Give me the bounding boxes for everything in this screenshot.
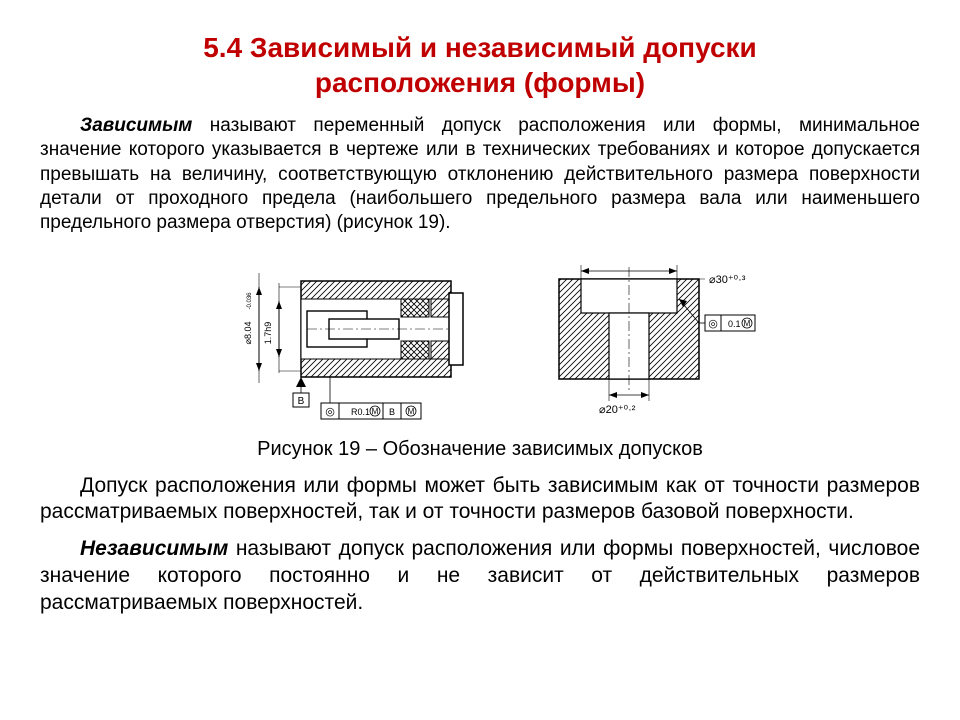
svg-text:М: М (372, 407, 379, 416)
drawing-right: ⌀30⁺⁰·³ ⌀20⁺⁰·² ◎ 0.1 М (539, 253, 759, 423)
figure-caption: Рисунок 19 – Обозначение зависимых допус… (40, 438, 920, 461)
dim-left-1-tol: -0.036 (247, 291, 253, 309)
para2-text: Допуск расположения или формы может быть… (40, 474, 920, 524)
svg-text:М: М (408, 407, 415, 416)
svg-text:М: М (744, 319, 751, 328)
title-line-1: 5.4 Зависимый и независимый допуски (203, 32, 757, 63)
drawing-left: ⌀8.04 -0.036 1.7h9 В (201, 253, 501, 423)
fcf-left: ◎ R0.1 М В М (321, 403, 421, 419)
dim-right-top: ⌀30⁺⁰·³ (709, 274, 746, 286)
svg-text:◎: ◎ (708, 318, 718, 330)
fcf-right: ◎ 0.1 М (705, 315, 755, 331)
dim-left-2: 1.7h9 (263, 321, 273, 344)
section-title: 5.4 Зависимый и независимый допуски расп… (40, 30, 920, 100)
paragraph-1: Зависимым называют переменный допуск рас… (40, 114, 920, 236)
paragraph-2: Допуск расположения или формы может быть… (40, 473, 920, 527)
svg-text:0.1: 0.1 (728, 319, 741, 329)
svg-text:R0.1: R0.1 (351, 407, 370, 417)
dim-right-bottom: ⌀20⁺⁰·² (599, 404, 636, 416)
datum-letter: В (298, 396, 305, 407)
term-independent: Независимым (80, 537, 228, 560)
paragraph-3: Независимым называют допуск расположения… (40, 536, 920, 617)
dim-left-1: ⌀8.04 (243, 321, 253, 344)
figure-19: ⌀8.04 -0.036 1.7h9 В (40, 246, 920, 430)
title-line-2: расположения (формы) (315, 67, 645, 98)
term-dependent: Зависимым (80, 115, 192, 136)
svg-text:◎: ◎ (325, 406, 335, 418)
svg-text:В: В (389, 407, 395, 417)
